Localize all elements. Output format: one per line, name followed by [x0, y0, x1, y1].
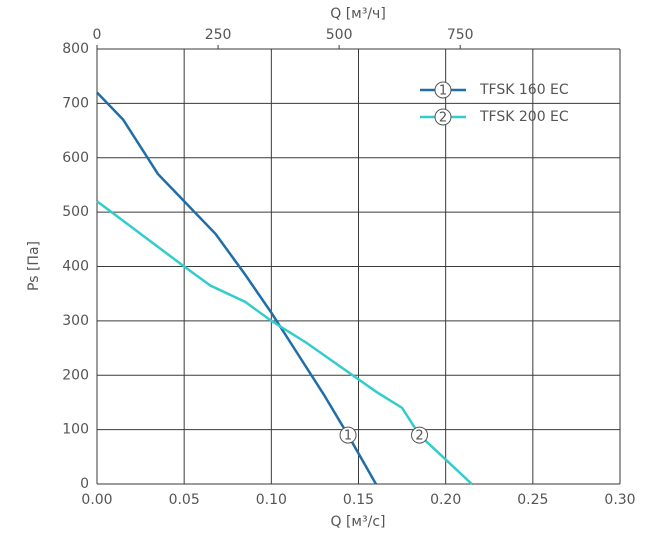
y-tick-label: 200	[62, 367, 89, 383]
legend-label: TFSK 160 EC	[479, 82, 569, 98]
curve	[96, 91, 378, 485]
x-tick-label: 0.00	[81, 492, 112, 508]
curve-marker	[434, 81, 452, 99]
curve-marker-label: 1	[344, 429, 352, 444]
x2-tick-label: 500	[326, 27, 353, 43]
y-tick-label: 400	[62, 259, 89, 275]
x-tick-label: 0.25	[517, 492, 548, 508]
x-tick-label: 0.30	[604, 492, 635, 508]
x2-tick-label: 250	[205, 27, 232, 43]
y-tick-label: 800	[62, 41, 89, 57]
y-tick-label: 100	[62, 422, 89, 438]
curve-marker-label: 1	[439, 84, 447, 99]
x2-axis-title: Q [м³/ч]	[330, 6, 386, 22]
x-axis-title: Q [м³/с]	[331, 514, 386, 530]
curve-marker	[434, 108, 452, 126]
x-tick-label: 0.05	[169, 492, 200, 508]
x2-tick-label: 0	[93, 27, 102, 43]
y-tick-label: 700	[62, 95, 89, 111]
x-tick-label: 0.15	[343, 492, 374, 508]
y-tick-label: 600	[62, 150, 89, 166]
y-tick-label: 500	[62, 204, 89, 220]
x2-tick-label: 750	[447, 27, 474, 43]
legend-label: TFSK 200 EC	[479, 109, 569, 125]
curve-marker	[339, 426, 357, 444]
curve-marker-label: 2	[415, 429, 423, 444]
x-tick-label: 0.10	[256, 492, 287, 508]
curve-marker-label: 2	[439, 111, 447, 126]
curve-marker	[411, 426, 429, 444]
y-axis-title: Ps [Па]	[26, 241, 42, 291]
y-tick-label: 300	[62, 313, 89, 329]
y-tick-label: 0	[80, 476, 89, 492]
x-tick-label: 0.20	[430, 492, 461, 508]
